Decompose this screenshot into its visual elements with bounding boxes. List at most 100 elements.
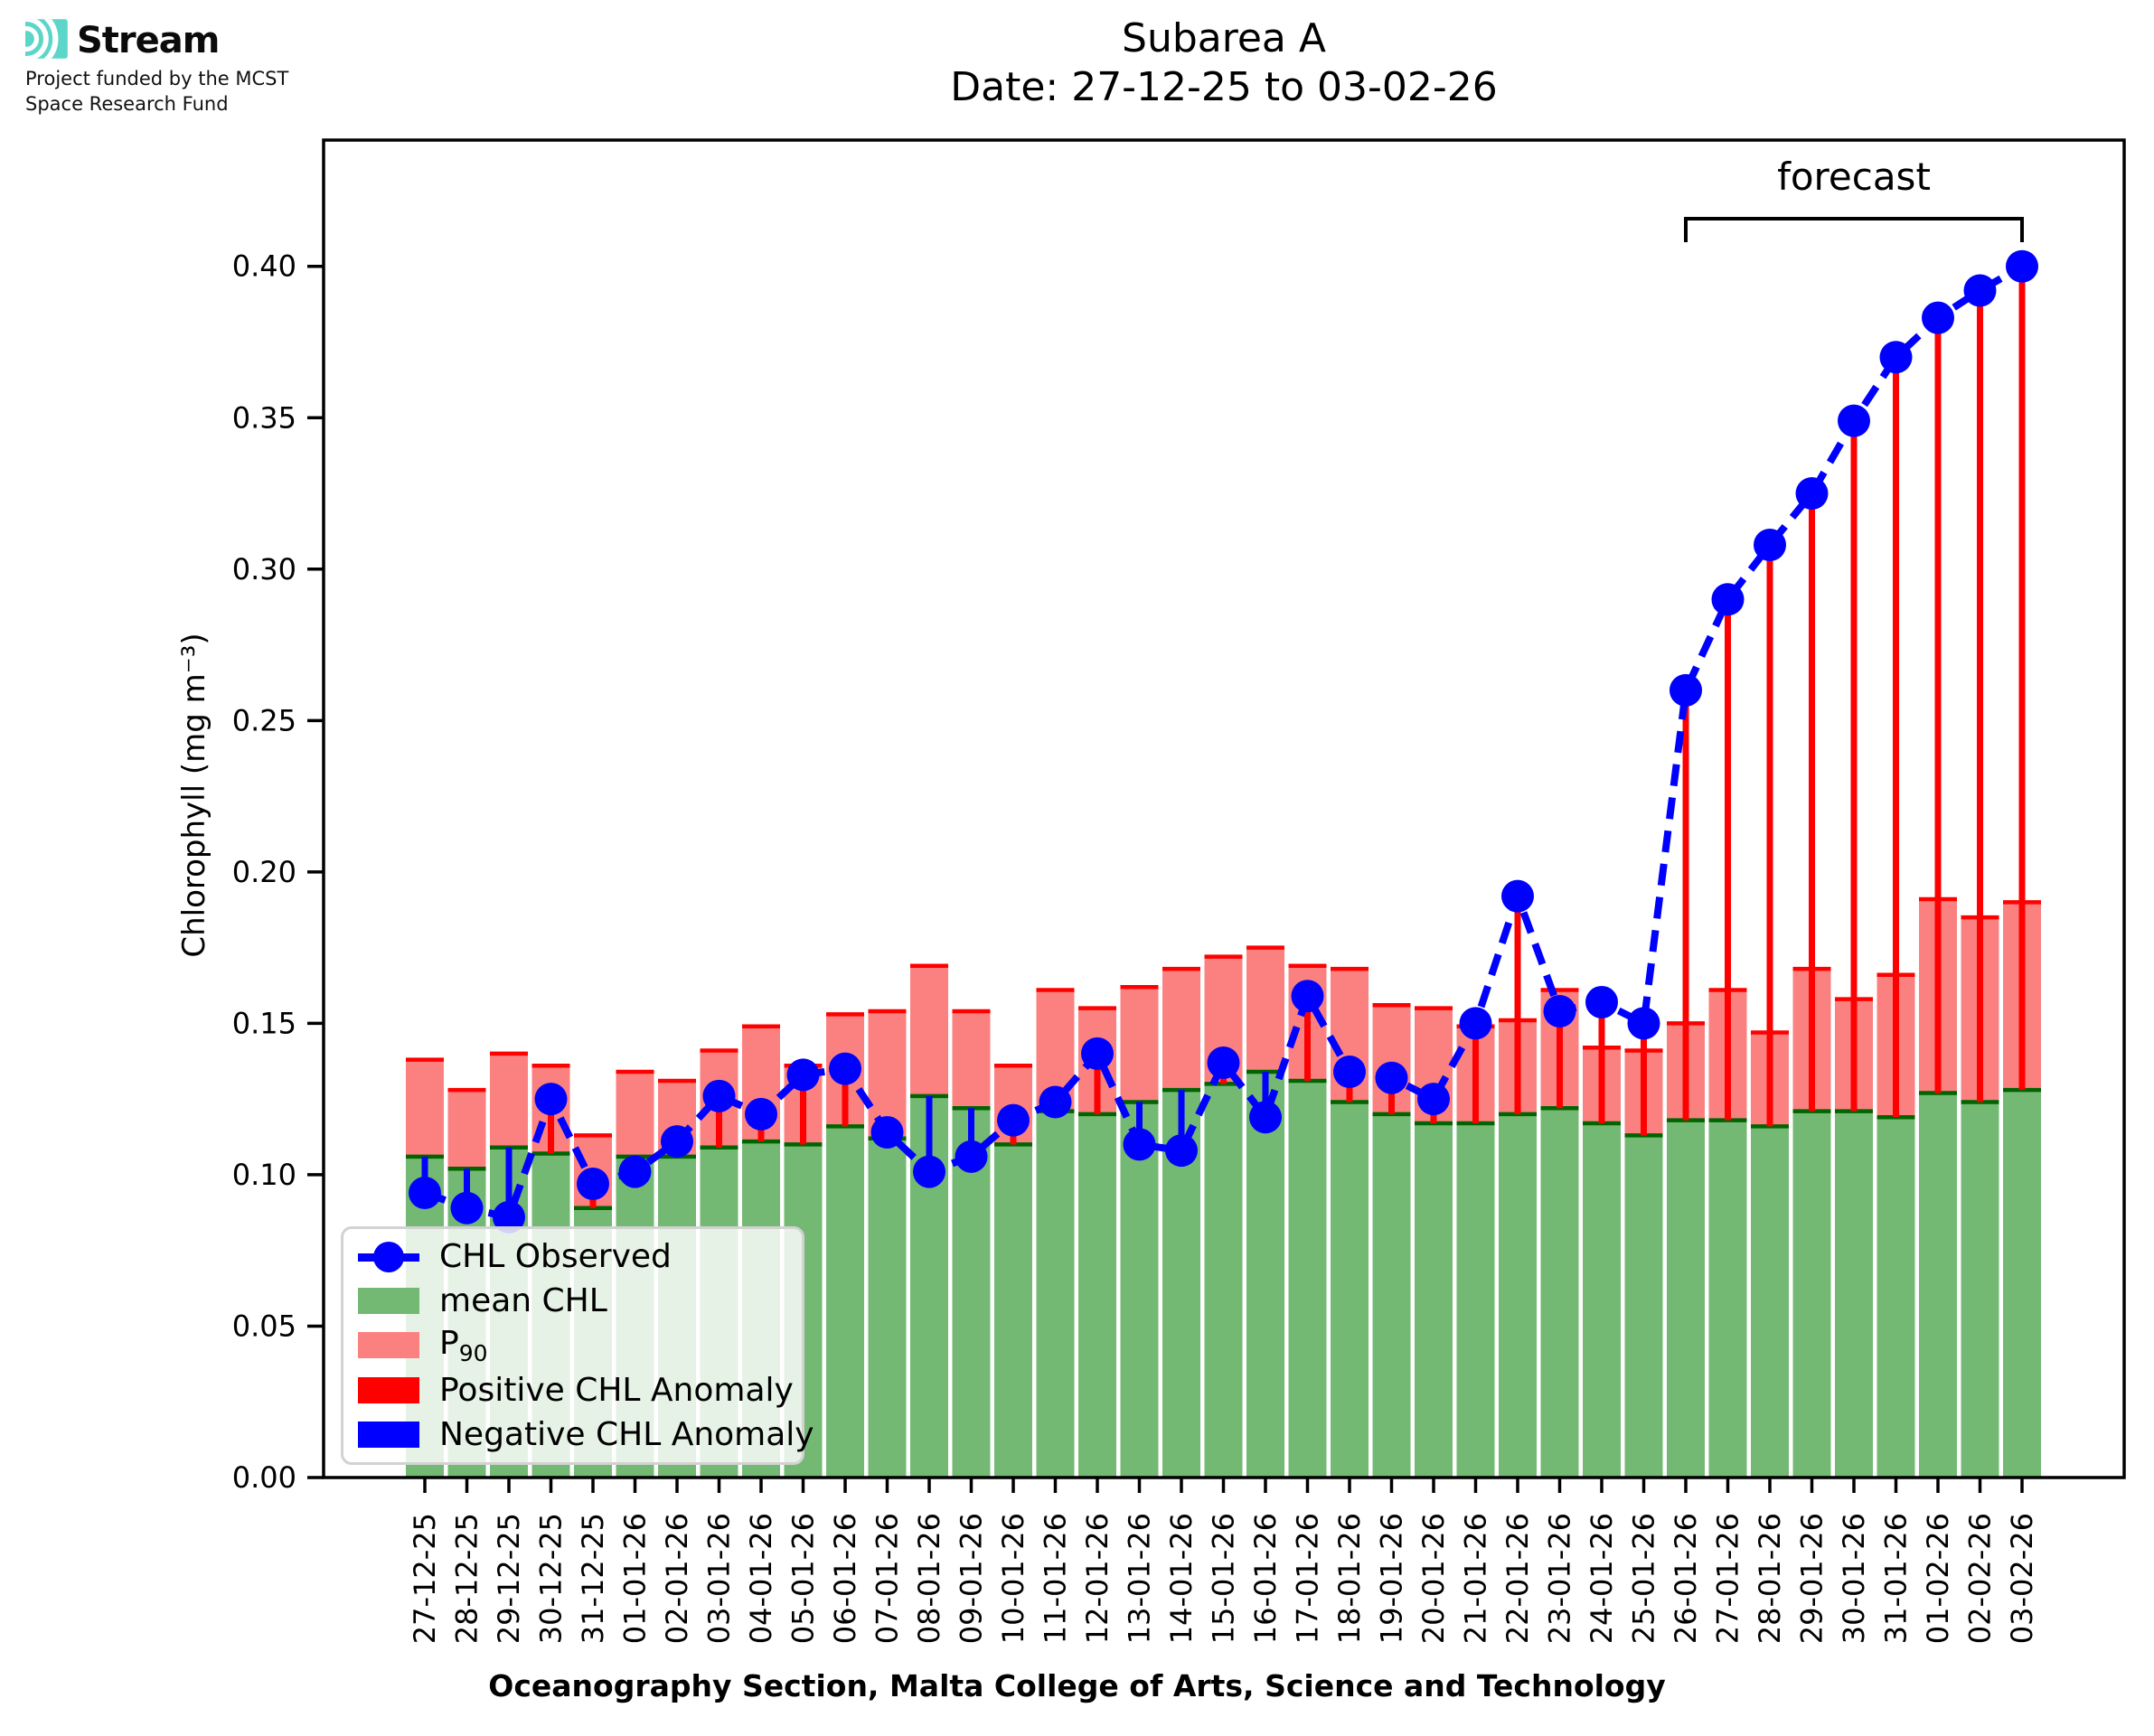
negative-anomaly-swatch-icon — [358, 1421, 419, 1448]
y-tick-label: 0.40 — [232, 249, 296, 284]
observed-marker — [913, 1155, 945, 1188]
mean-bar — [1624, 1135, 1663, 1478]
logo-subtitle-1: Project funded by the MCST — [25, 68, 289, 89]
observed-marker — [409, 1177, 441, 1210]
logo-brand-text: Stream — [77, 20, 220, 61]
mean-bar — [1792, 1111, 1831, 1478]
observed-marker — [1879, 341, 1913, 374]
mean-bar — [1204, 1084, 1243, 1478]
observed-marker — [1795, 477, 1829, 511]
mean-bar — [1415, 1122, 1453, 1478]
mean-bar — [1372, 1113, 1411, 1478]
x-axis-ticks: 27-12-25 28-12-25 29-12-25 30-12-25 31-12-25… — [408, 1478, 2039, 1644]
observed-markers-layer — [409, 249, 2038, 1234]
x-tick-label: 31-12-25 — [576, 1513, 610, 1644]
mean-bar — [1120, 1102, 1159, 1478]
observed-marker — [1333, 1056, 1366, 1089]
y-tick-label: 0.30 — [232, 552, 296, 586]
observed-marker — [1249, 1101, 1282, 1134]
mean-bar — [1078, 1113, 1116, 1478]
legend-item-positive-anomaly: Positive CHL Anomaly — [358, 1369, 794, 1411]
observed-marker — [661, 1125, 693, 1159]
mean-chl-swatch-icon — [358, 1288, 419, 1315]
observed-marker — [955, 1140, 988, 1173]
x-tick-label: 03-01-26 — [702, 1513, 737, 1644]
mean-bar — [868, 1138, 907, 1478]
legend-item-mean-chl: mean CHL — [358, 1281, 787, 1322]
x-tick-label: 19-01-26 — [1375, 1513, 1409, 1644]
y-tick-label: 0.00 — [232, 1460, 296, 1495]
observed-marker — [1039, 1085, 1072, 1119]
x-tick-label: 24-01-26 — [1585, 1513, 1619, 1644]
observed-marker — [1081, 1037, 1114, 1070]
observed-marker — [1754, 528, 1786, 561]
x-tick-label: 10-01-26 — [996, 1513, 1030, 1644]
observed-marker — [450, 1191, 484, 1225]
observed-marker — [1585, 985, 1618, 1018]
mean-bar — [1708, 1120, 1747, 1478]
legend-item-negative-anomaly: Negative CHL Anomaly — [358, 1413, 814, 1455]
observed-marker — [1291, 980, 1324, 1013]
x-tick-label: 18-01-26 — [1332, 1513, 1367, 1644]
mean-bar — [1331, 1102, 1369, 1478]
observed-line-marker-icon — [358, 1241, 419, 1273]
p90-swatch-icon — [358, 1332, 419, 1359]
x-tick-label: 04-01-26 — [744, 1513, 778, 1644]
observed-marker — [1670, 673, 1702, 707]
mean-bar — [1919, 1093, 1957, 1478]
mean-bar — [1835, 1111, 1873, 1478]
x-tick-label: 02-01-26 — [660, 1513, 694, 1644]
mean-bar — [994, 1144, 1032, 1478]
observed-marker — [745, 1097, 777, 1131]
mean-bar — [1961, 1102, 1999, 1478]
observed-marker — [1922, 301, 1954, 334]
mean-bar — [1246, 1072, 1284, 1478]
x-tick-label: 06-01-26 — [828, 1513, 862, 1644]
stream-waves-icon — [25, 16, 71, 65]
observed-marker — [618, 1155, 652, 1188]
x-tick-label: 03-02-26 — [2005, 1513, 2039, 1644]
observed-line — [423, 263, 2024, 1222]
chart-title-line1: Subarea A — [1122, 15, 1326, 61]
x-tick-label: 29-12-25 — [492, 1513, 526, 1644]
observed-marker — [1207, 1046, 1240, 1079]
mean-bar — [1540, 1108, 1579, 1478]
observed-marker — [1627, 1007, 1660, 1040]
legend-item-p90: P90 — [358, 1325, 787, 1366]
observed-marker — [997, 1103, 1030, 1137]
positive-anomaly-swatch-icon — [358, 1376, 419, 1403]
x-tick-label: 31-01-26 — [1879, 1513, 1914, 1644]
observed-marker — [1375, 1061, 1408, 1094]
logo-subtitle-2: Space Research Fund — [25, 93, 229, 115]
mean-bar — [1288, 1081, 1327, 1478]
chart-title: Subarea A Date: 27-12-25 to 03-02-26 — [324, 14, 2124, 112]
x-tick-label: 30-01-26 — [1837, 1513, 1871, 1644]
forecast-annotation: forecast — [1684, 155, 2024, 242]
forecast-bracket — [1684, 217, 2024, 242]
x-tick-label: 09-01-26 — [955, 1513, 989, 1644]
mean-bar — [2003, 1090, 2041, 1478]
mean-bar — [1751, 1126, 1789, 1478]
y-tick-label: 0.35 — [232, 400, 296, 435]
observed-marker — [1417, 1083, 1450, 1116]
stream-logo: Stream Project funded by the MCST Space … — [25, 16, 288, 116]
observed-marker — [1711, 583, 1745, 616]
mean-bar — [1583, 1122, 1621, 1478]
chart-title-line2: Date: 27-12-25 to 03-02-26 — [950, 64, 1498, 110]
observed-marker — [577, 1167, 609, 1200]
x-tick-label: 17-01-26 — [1291, 1513, 1325, 1644]
x-tick-label: 01-01-26 — [618, 1513, 653, 1644]
x-tick-label: 30-12-25 — [534, 1513, 569, 1644]
x-tick-label: 13-01-26 — [1123, 1513, 1157, 1644]
x-tick-label: 29-01-26 — [1795, 1513, 1829, 1644]
x-tick-label: 02-02-26 — [1963, 1513, 1998, 1644]
observed-marker — [702, 1079, 736, 1112]
x-tick-label: 14-01-26 — [1164, 1513, 1199, 1644]
bars-layer — [406, 896, 2041, 1478]
mean-bar — [826, 1126, 864, 1478]
x-tick-label: 16-01-26 — [1248, 1513, 1283, 1644]
y-tick-label: 0.20 — [232, 855, 296, 889]
x-tick-label: 26-01-26 — [1669, 1513, 1703, 1644]
observed-marker — [1459, 1007, 1492, 1040]
